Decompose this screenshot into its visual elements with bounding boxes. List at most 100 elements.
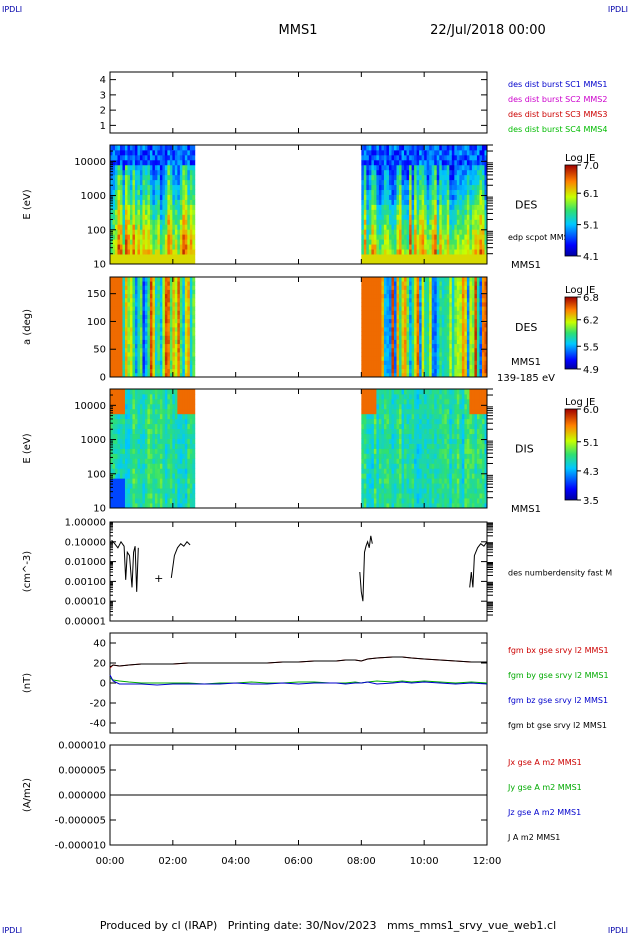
spectrogram-cell	[187, 343, 191, 349]
spectrogram-cell	[404, 189, 407, 195]
spectrogram-cell	[174, 335, 178, 340]
spectrogram-cell	[456, 244, 460, 250]
spectrogram-cell	[179, 335, 183, 340]
spectrogram-cell	[189, 277, 193, 282]
spectrogram-cell	[114, 219, 118, 225]
spectrogram-cell	[117, 453, 121, 459]
spectrogram-cell	[391, 285, 395, 290]
spectrogram-cell	[124, 339, 128, 345]
spectrogram-cell	[114, 463, 118, 469]
spectrogram-cell	[479, 339, 483, 345]
spectrogram-cell	[139, 194, 143, 200]
spectrogram-cell	[152, 339, 156, 345]
spectrogram-cell	[154, 164, 158, 171]
spectrogram-cell	[127, 239, 131, 245]
spectrogram-cell	[373, 343, 377, 349]
spectrogram-cell	[192, 343, 196, 349]
spectrogram-cell	[439, 368, 443, 374]
spectrogram-cell	[129, 302, 133, 307]
spectrogram-cell	[434, 352, 438, 357]
spectrogram-cell	[421, 149, 425, 156]
spectrogram-cell	[117, 458, 121, 464]
spectrogram-cell	[149, 293, 153, 299]
spectrogram-cell	[132, 224, 136, 230]
spectrogram-cell	[119, 239, 123, 245]
spectrogram-cell	[434, 199, 438, 205]
spectrogram-cell	[122, 393, 126, 400]
spectrogram-cell	[132, 184, 136, 191]
spectrogram-cell	[464, 159, 468, 166]
spectrogram-cell	[110, 277, 113, 282]
spectrogram-cell	[177, 184, 181, 191]
spectrogram-cell	[441, 154, 445, 161]
spectrogram-cell	[419, 302, 423, 307]
spectrogram-cell	[142, 149, 146, 156]
spectrogram-cell	[419, 281, 423, 286]
spectrogram-cell	[444, 306, 448, 311]
spectrogram-cell	[177, 149, 181, 156]
spectrogram-cell	[429, 194, 433, 200]
spectrogram-cell	[456, 322, 460, 328]
spectrogram-cell	[386, 159, 390, 166]
spectrogram-cell	[391, 154, 395, 161]
spectrogram-cell	[388, 239, 392, 245]
spectrogram-cell	[376, 254, 380, 260]
spectrogram-cell	[373, 339, 377, 345]
spectrogram-cell	[147, 339, 151, 345]
spectrogram-cell	[396, 214, 400, 220]
spectrogram-cell	[179, 428, 183, 435]
spectrogram-cell	[164, 463, 168, 469]
spectrogram-cell	[184, 413, 188, 420]
spectrogram-cell	[152, 229, 156, 235]
spectrogram-cell	[167, 418, 171, 425]
spectrogram-cell	[139, 368, 143, 374]
spectrogram-cell	[456, 356, 460, 361]
spectrogram-cell	[132, 302, 136, 307]
spectrogram-cell	[466, 154, 470, 161]
spectrogram-cell	[363, 164, 367, 171]
spectrogram-cell	[459, 318, 463, 324]
spectrogram-cell	[114, 259, 118, 265]
spectrogram-cell	[119, 438, 123, 444]
spectrogram-cell	[139, 179, 143, 186]
spectrogram-cell	[179, 145, 183, 151]
spectrogram-cell	[416, 368, 420, 374]
spectrogram-cell	[124, 473, 128, 479]
spectrogram-cell	[147, 438, 151, 444]
spectrogram-cell	[169, 389, 173, 395]
spectrogram-cell	[474, 204, 478, 210]
spectrogram-cell	[391, 184, 395, 191]
spectrogram-cell	[419, 164, 423, 171]
spectrogram-cell	[174, 199, 178, 205]
spectrogram-cell	[434, 306, 438, 311]
spectrogram-cell	[391, 356, 395, 361]
spectrogram-cell	[454, 289, 458, 295]
spectrogram-cell	[431, 335, 435, 340]
spectrogram-cell	[361, 159, 365, 166]
spectrogram-cell	[174, 310, 178, 315]
spectrogram-cell	[119, 327, 123, 332]
spectrogram-cell	[122, 281, 126, 286]
spectrogram-cell	[426, 322, 430, 328]
spectrogram-cell	[122, 372, 126, 378]
spectrogram-cell	[363, 318, 367, 324]
spectrogram-cell	[439, 184, 443, 191]
spectrogram-cell	[381, 293, 385, 299]
spectrogram-cell	[152, 302, 156, 307]
spectrogram-cell	[431, 234, 435, 240]
spectrogram-cell	[401, 145, 405, 151]
spectrogram-cell	[416, 199, 420, 205]
spectrogram-cell	[119, 159, 123, 166]
spectrogram-cell	[426, 159, 430, 166]
spectrogram-cell	[192, 306, 196, 311]
spectrogram-cell	[139, 458, 143, 464]
spectrogram-cell	[399, 339, 402, 345]
spectrogram-cell	[117, 343, 121, 349]
spectrogram-cell	[129, 322, 133, 328]
spectrogram-cell	[373, 154, 377, 161]
spectrogram-cell	[464, 209, 468, 215]
spectrogram-cell	[182, 468, 186, 474]
spectrogram-cell	[409, 281, 412, 286]
spectrogram-cell	[481, 364, 485, 370]
spectrogram-cell	[112, 229, 116, 235]
